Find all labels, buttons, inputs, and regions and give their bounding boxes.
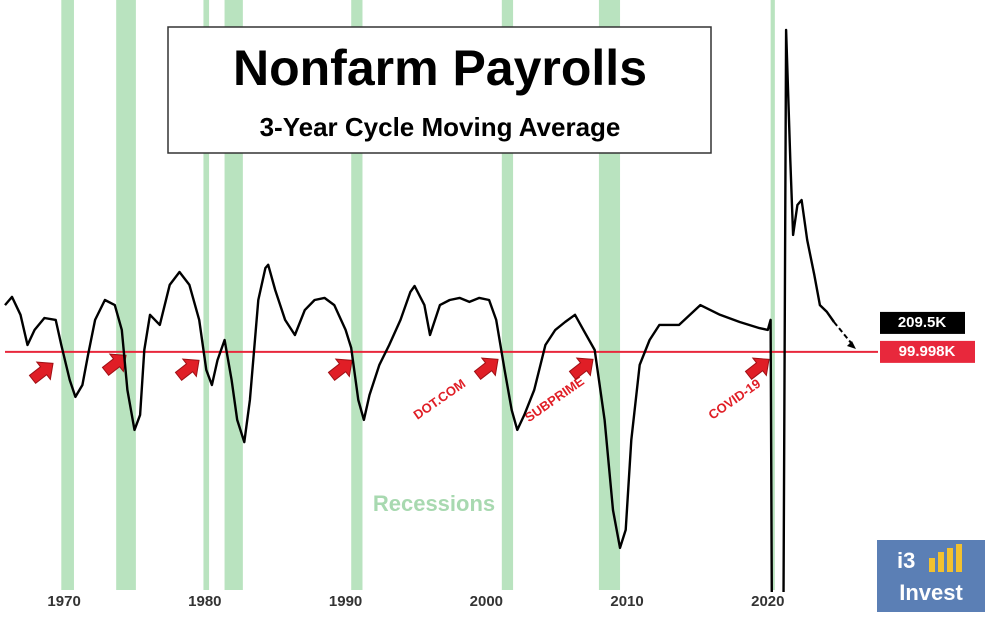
arrow <box>568 357 594 381</box>
x-tick-label: 1980 <box>188 593 221 610</box>
arrow <box>473 357 499 381</box>
logo-text: i3 <box>897 548 915 573</box>
logo: i3 Invest <box>877 540 985 612</box>
recession-label: Recessions <box>373 491 495 516</box>
reference-label: 99.998K <box>899 343 956 360</box>
chart-title: Nonfarm Payrolls <box>233 40 647 96</box>
annotation: COVID-19 <box>706 376 764 423</box>
current-label: 209.5K <box>898 314 947 331</box>
recession-band <box>351 0 363 590</box>
data-line <box>4 28 835 592</box>
recession-band <box>203 0 210 590</box>
reference-box <box>880 340 975 363</box>
recession-band <box>61 0 74 590</box>
recession-band <box>501 0 514 590</box>
annotation: DOT.COM <box>411 376 469 423</box>
x-tick-label: 2000 <box>470 593 503 610</box>
arrow <box>28 361 54 385</box>
recession-band <box>116 0 136 590</box>
x-tick-label: 1990 <box>329 593 362 610</box>
logo-bar <box>956 544 962 572</box>
logo-bar <box>947 548 953 572</box>
logo-text: Invest <box>899 580 963 605</box>
projection-head <box>846 340 856 349</box>
logo-box <box>877 540 985 612</box>
x-tick-label: 1970 <box>47 593 80 610</box>
current-box <box>880 311 965 334</box>
logo-bar <box>938 552 944 572</box>
projection <box>833 321 853 345</box>
logo-bar <box>929 558 935 572</box>
x-tick-label: 2020 <box>751 593 784 610</box>
recession-band <box>770 0 775 590</box>
arrow <box>327 358 353 382</box>
title-box <box>167 26 712 154</box>
arrow <box>744 357 770 381</box>
chart-subtitle: 3-Year Cycle Moving Average <box>260 112 621 142</box>
x-tick-label: 2010 <box>610 593 643 610</box>
arrow <box>174 358 200 382</box>
